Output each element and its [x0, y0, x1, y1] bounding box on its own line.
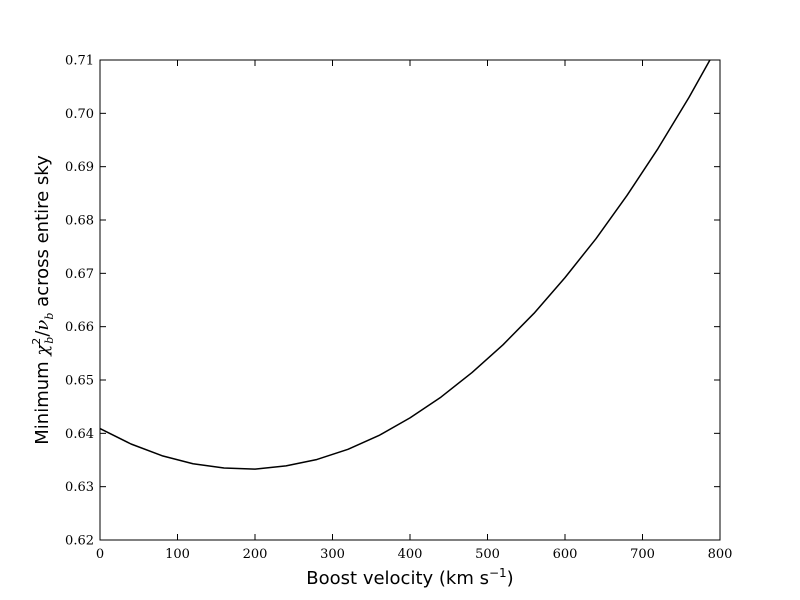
y-tick-label: 0.63: [65, 480, 94, 495]
x-tick-label: 500: [475, 547, 500, 562]
plot-frame: [99, 59, 721, 541]
series-line: [99, 59, 711, 470]
x-tick-label: 400: [398, 547, 423, 562]
y-axis-label: Minimum χ2b/νb across entire sky: [30, 155, 56, 445]
y-tick-label: 0.68: [65, 214, 94, 229]
y-tick-label: 0.64: [65, 427, 94, 442]
y-tick-label: 0.67: [65, 267, 94, 282]
x-tick-label: 0: [96, 547, 104, 562]
y-tick-label: 0.70: [65, 107, 94, 122]
y-tick-label: 0.69: [65, 160, 94, 175]
x-tick-label: 800: [708, 547, 733, 562]
y-tick-label: 0.71: [65, 54, 94, 69]
plot-area: [100, 60, 720, 540]
x-tick-label: 300: [320, 547, 345, 562]
x-tick-label: 600: [553, 547, 578, 562]
y-tick-label: 0.66: [65, 320, 94, 335]
tick-labels: 0 100 200 300 400 500 600 700 800 0.62 0.63 0.64 0.6…: [65, 54, 732, 563]
x-tick-label: 700: [630, 547, 655, 562]
x-tick-label: 200: [243, 547, 268, 562]
y-tick-label: 0.62: [65, 534, 94, 549]
series-layer: [99, 59, 711, 470]
x-axis-label: Boost velocity (km s−1): [306, 566, 513, 589]
y-tick-label: 0.65: [65, 374, 94, 389]
x-tick-label: 100: [165, 547, 190, 562]
